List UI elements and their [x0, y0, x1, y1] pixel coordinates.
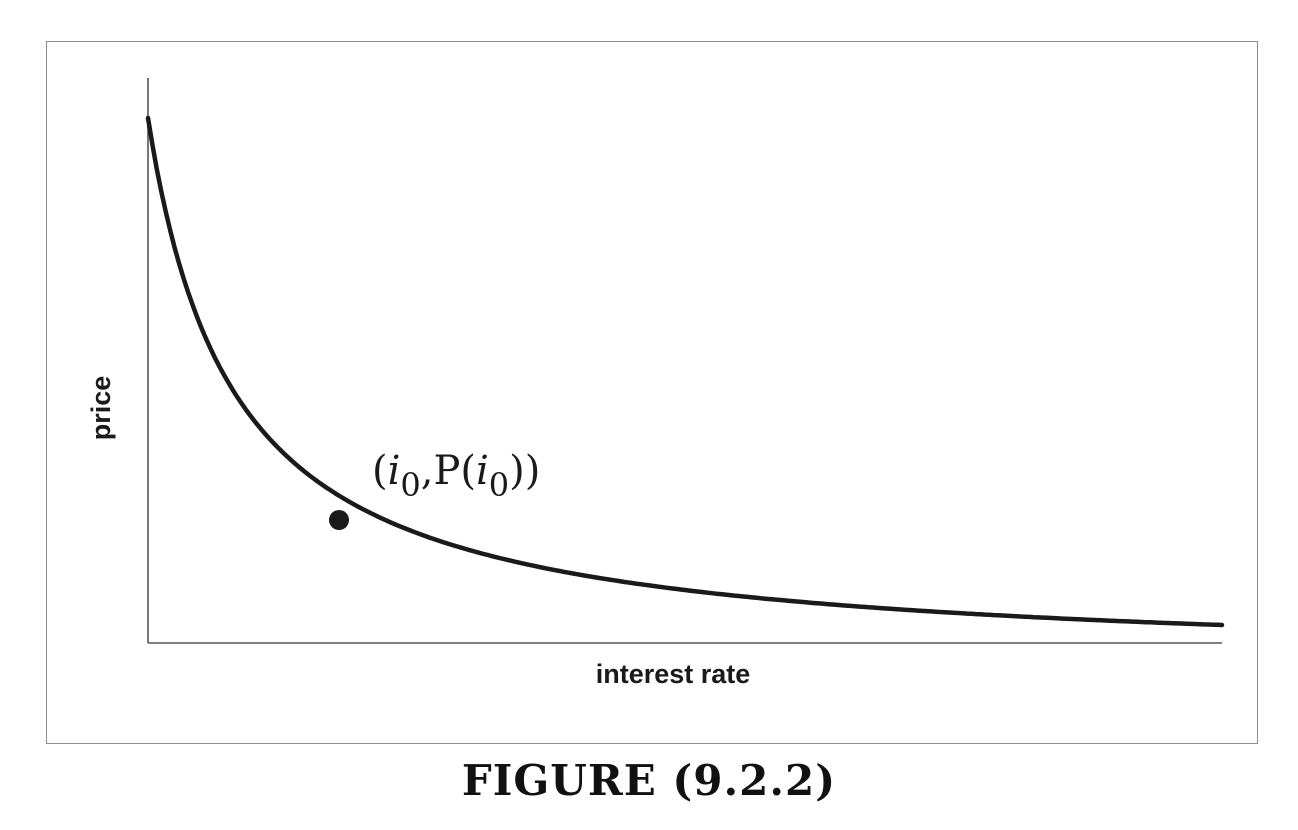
x-axis-label: interest rate [596, 659, 751, 689]
point-annotation: (i0,P(i0)) [372, 448, 540, 504]
y-axis-label: price [86, 376, 116, 441]
price-curve [145, 115, 1225, 628]
figure-frame [46, 41, 1258, 744]
figure-caption: FIGURE (9.2.2) [461, 756, 837, 805]
point-i0 [329, 510, 349, 530]
